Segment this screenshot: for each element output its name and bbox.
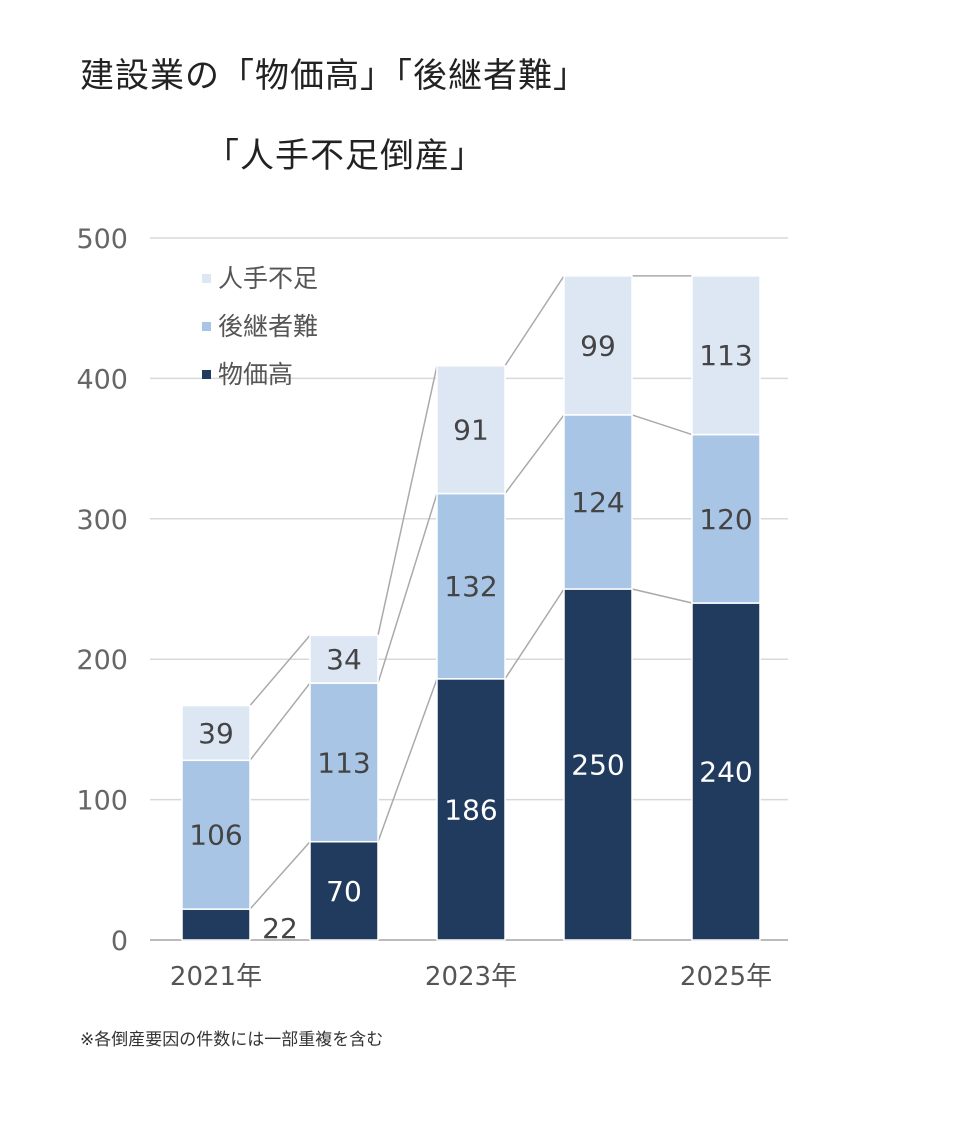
y-tick-label: 200 [76, 645, 128, 676]
y-tick-label: 0 [111, 926, 128, 957]
y-tick-label: 500 [76, 224, 128, 255]
bar-segment [181, 759, 251, 910]
bar-segment [691, 275, 761, 436]
series-connector-line [504, 588, 565, 680]
bar-segment [436, 365, 506, 495]
chart-title-line-1: 建設業の「物価高」「後継者難」 [80, 56, 588, 96]
series-connector-line [504, 275, 565, 367]
bar-segment [563, 275, 633, 416]
data-label: 99 [580, 329, 616, 362]
x-tick-label: 2025年 [680, 962, 772, 992]
series-connector-line [631, 588, 693, 604]
legend-swatch [202, 322, 211, 331]
series-connector-line [249, 634, 311, 707]
bar-segment [691, 602, 761, 941]
data-label: 186 [444, 793, 497, 826]
bar-segment [563, 588, 633, 941]
data-label: 124 [571, 486, 624, 519]
bar-segment [309, 634, 379, 684]
data-label: 250 [571, 749, 624, 782]
series-connector-line [249, 682, 311, 761]
data-label: 39 [198, 717, 234, 750]
x-tick-label: 2021年 [170, 962, 262, 992]
bar-segment [436, 678, 506, 941]
bar-segment [309, 682, 379, 843]
bar-segment [563, 414, 633, 590]
data-label: 113 [317, 746, 370, 779]
bar-segment [181, 908, 251, 941]
footnote: ※各倒産要因の件数には一部重複を含む [80, 1030, 384, 1050]
bar-segment [309, 840, 379, 941]
data-label: 240 [699, 756, 752, 789]
y-tick-label: 300 [76, 505, 128, 536]
y-tick-label: 100 [76, 786, 128, 817]
y-tick-label: 400 [76, 364, 128, 395]
data-label: 106 [189, 819, 242, 852]
x-tick-label: 2023年 [425, 962, 517, 992]
legend-label: 人手不足 [218, 264, 318, 293]
legend-swatch [202, 274, 211, 283]
data-label: 22 [262, 912, 298, 945]
series-connector-line [377, 493, 438, 684]
series-connector-line [504, 414, 565, 494]
legend-label: 物価高 [218, 360, 293, 389]
data-label: 132 [444, 570, 497, 603]
chart-title-line-2: 「人手不足倒産」 [205, 136, 485, 176]
data-label: 70 [326, 875, 362, 908]
series-connector-line [631, 414, 693, 436]
series-connector-line [249, 841, 311, 910]
legend-swatch [202, 370, 211, 379]
data-label: 113 [699, 339, 752, 372]
data-label: 120 [699, 503, 752, 536]
series-connector-line [377, 678, 438, 842]
series-connector-line [377, 365, 438, 636]
legend-label: 後継者難 [218, 312, 318, 341]
bar-segment [691, 433, 761, 604]
bar-segment [181, 704, 251, 762]
data-label: 34 [326, 643, 362, 676]
data-label: 91 [453, 414, 489, 447]
